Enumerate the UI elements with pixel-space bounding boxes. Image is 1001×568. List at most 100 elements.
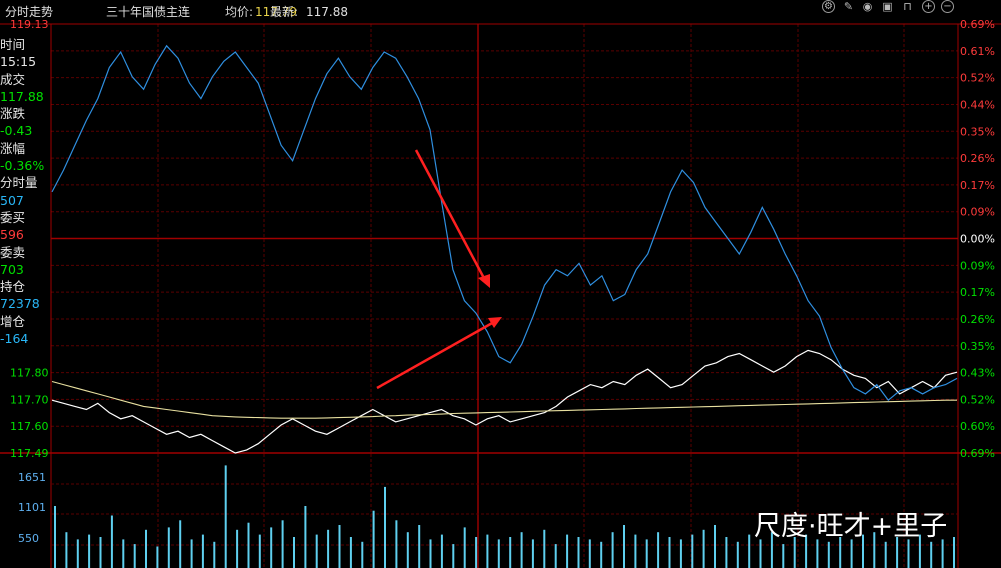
- price-tick-label: 119.13: [10, 18, 49, 31]
- volume-bar: [54, 506, 56, 568]
- volume-bar: [440, 534, 443, 568]
- volume-bar: [99, 537, 102, 568]
- annotation-arrows: [376, 149, 502, 390]
- arrow-down-head: [478, 274, 490, 288]
- zoom-in-icon[interactable]: +: [922, 0, 935, 13]
- volume-bar: [805, 534, 808, 568]
- pct-tick-label: 0.17%: [960, 179, 995, 192]
- pct-tick-label: 0.52%: [960, 393, 995, 406]
- watermark: 尺度·旺才+里子: [754, 511, 948, 542]
- pct-tick-label: 0.69%: [960, 18, 995, 31]
- avg-price-value: 117.79: [255, 5, 297, 19]
- volume-bar: [736, 541, 739, 568]
- pct-tick-label: 0.09%: [960, 206, 995, 219]
- volume-bar: [270, 527, 273, 568]
- pct-axis-right: 0.69% 0.61% 0.52% 0.44% 0.35% 0.26% 0.17% 0.09%…: [960, 18, 995, 460]
- volume-bar: [236, 529, 239, 568]
- volume-bar: [691, 534, 694, 568]
- instrument-name[interactable]: 三十年国债主连: [106, 5, 191, 19]
- volume-bar: [907, 539, 910, 568]
- info-value-price: 117.88: [0, 88, 44, 104]
- info-value-bid: 596: [0, 227, 24, 243]
- pen-icon[interactable]: ✎: [843, 0, 854, 13]
- volume-bar: [759, 539, 762, 568]
- volume-bar: [293, 537, 295, 568]
- volume-bar: [623, 525, 625, 568]
- info-label-ask: 委卖: [0, 244, 26, 260]
- volume-bar: [554, 544, 557, 568]
- volume-bar: [349, 537, 352, 568]
- pct-tick-label: 0.17%: [960, 286, 995, 299]
- volume-bar: [770, 532, 773, 568]
- volume-tick-label: 550: [18, 532, 39, 545]
- volume-bar: [816, 539, 819, 568]
- volume-bar: [748, 534, 751, 568]
- volume-bar: [645, 539, 648, 568]
- info-label-change: 涨跌: [0, 106, 26, 122]
- volume-bar: [611, 532, 614, 568]
- volume-bar: [247, 522, 250, 568]
- info-label-price: 成交: [0, 71, 26, 87]
- volume-bar: [384, 486, 386, 568]
- volume-bar: [258, 534, 261, 568]
- volume-bar: [224, 465, 227, 568]
- average-price-line: [51, 380, 957, 419]
- settings-icon[interactable]: ⚙: [822, 0, 835, 13]
- volume-bar: [702, 529, 705, 568]
- quote-info-panel: 时间 15:15 成交 117.88 涨跌 -0.43 涨幅 -0.36% 分时…: [0, 36, 50, 347]
- lock-icon[interactable]: ⊓: [903, 0, 912, 13]
- volume-bar: [315, 534, 318, 568]
- volume-bar: [839, 537, 842, 568]
- volume-bar: [543, 529, 546, 568]
- volume-bar: [600, 541, 603, 568]
- volume-bar: [463, 527, 466, 568]
- volume-tick-label: 1101: [18, 501, 46, 514]
- pct-tick-label: 0.26%: [960, 152, 995, 165]
- info-value-time: 15:15: [0, 54, 37, 70]
- volume-bar: [531, 539, 534, 568]
- volume-bar: [65, 532, 68, 568]
- pct-tick-label: 0.35%: [960, 125, 995, 138]
- pct-tick-label: 0.61%: [960, 45, 995, 58]
- volume-bar: [213, 541, 216, 568]
- briefcase-icon[interactable]: ▣: [882, 0, 893, 13]
- series-lines: [51, 44, 958, 454]
- chart-title: 分时走势: [5, 5, 54, 19]
- volume-bar: [110, 515, 113, 568]
- info-value-change-pct: -0.36%: [0, 158, 45, 174]
- volume-bar: [179, 520, 182, 568]
- volume-bar: [782, 544, 785, 568]
- info-value-open-interest: 72378: [0, 296, 40, 312]
- volume-bar: [566, 534, 569, 568]
- volume-bar: [338, 525, 341, 568]
- info-value-change: -0.43: [0, 123, 33, 139]
- volume-bar: [372, 510, 375, 568]
- volume-bar: [668, 537, 671, 568]
- pct-tick-label: 0.69%: [960, 447, 995, 460]
- volume-bar: [452, 544, 455, 568]
- volume-bar: [497, 539, 500, 568]
- price-line: [51, 349, 958, 454]
- info-value-volume: 507: [0, 192, 24, 208]
- eye-icon[interactable]: ◉: [862, 0, 873, 13]
- arrow-up-head: [488, 317, 502, 328]
- last-price-value: 117.88: [306, 5, 348, 19]
- zoom-out-icon[interactable]: −: [941, 0, 954, 13]
- open-interest-line: [51, 44, 958, 402]
- volume-bar: [304, 506, 307, 568]
- price-tick-label: 117.60: [10, 420, 49, 433]
- volume-bar: [486, 534, 489, 568]
- pct-tick-label: 0.26%: [960, 313, 995, 326]
- info-label-bid: 委买: [0, 209, 26, 225]
- volume-bar: [884, 541, 887, 568]
- volume-bar: [918, 534, 921, 568]
- volume-bar: [896, 537, 899, 568]
- info-label-time: 时间: [0, 37, 26, 52]
- volume-bar: [577, 537, 580, 568]
- volume-bar: [873, 532, 876, 568]
- volume-bar: [156, 546, 159, 568]
- arrow-up-annotation: [376, 320, 495, 390]
- volume-tick-label: 1651: [18, 471, 46, 484]
- info-label-open-interest: 持仓: [0, 279, 26, 295]
